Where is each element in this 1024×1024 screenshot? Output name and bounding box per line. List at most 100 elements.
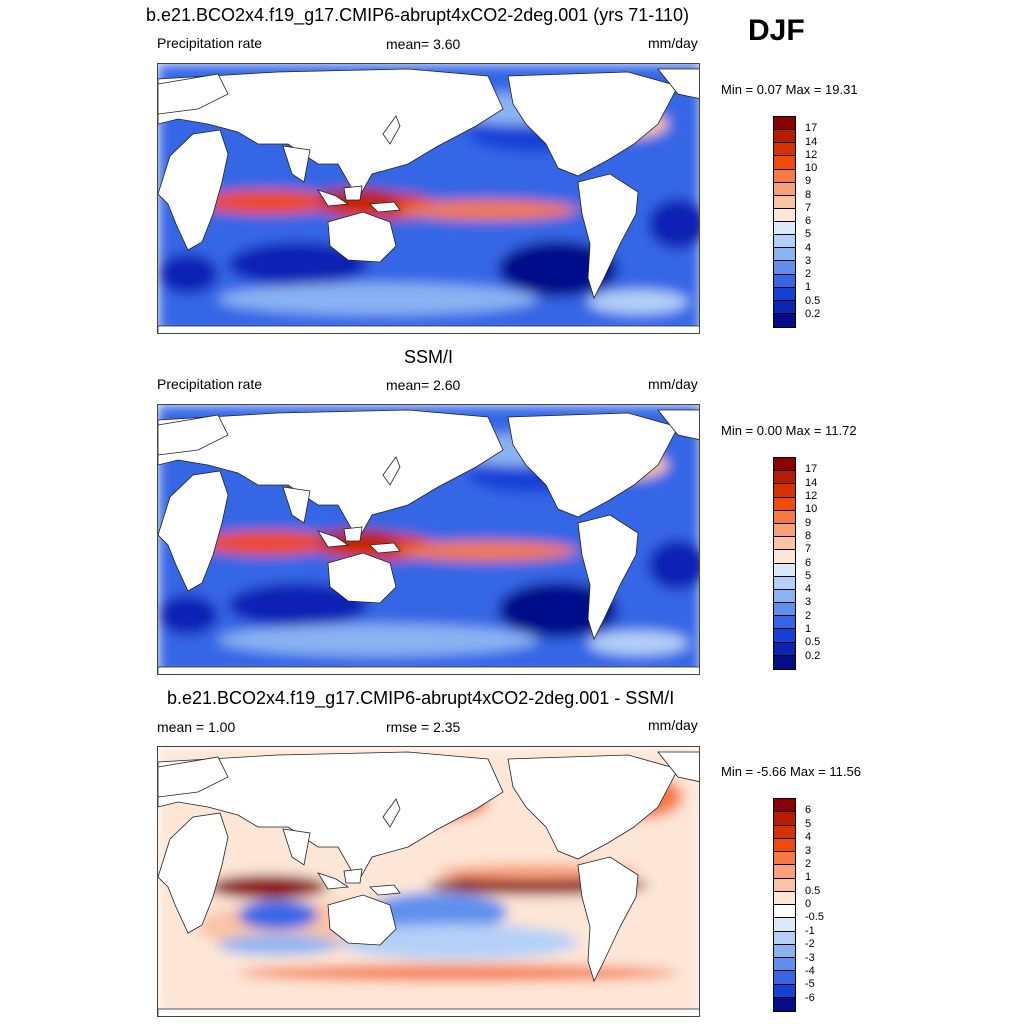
diff-map xyxy=(157,746,700,1017)
colorbar-tick-label: 2 xyxy=(805,609,812,622)
colorbar-tick-label: 4 xyxy=(805,241,812,254)
colorbar-swatch xyxy=(774,261,795,275)
colorbar-tick-label: 14 xyxy=(805,476,818,489)
left-label: Precipitation rate xyxy=(157,35,263,51)
colorbar-swatch xyxy=(774,497,795,511)
colorbar-tick-label: -4 xyxy=(805,964,815,977)
units-label: mm/day xyxy=(648,376,698,392)
colorbar-tick-label: 0.5 xyxy=(805,294,821,307)
season-label: DJF xyxy=(748,14,805,47)
colorbar-swatch xyxy=(774,918,795,932)
colorbar-swatch xyxy=(774,143,795,157)
colorbar-swatch xyxy=(774,117,795,131)
precip-map xyxy=(157,404,700,675)
colorbar-swatch xyxy=(774,852,795,866)
colorbar-swatch xyxy=(774,313,795,327)
colorbar-tick-label: 8 xyxy=(805,188,812,201)
colorbar-tick-label: 17 xyxy=(805,463,818,476)
colorbar-tick-label: 0.2 xyxy=(805,649,821,662)
colorbar-tick-label: 0.5 xyxy=(805,884,821,897)
mean-label: mean = 1.00 xyxy=(157,719,236,735)
colorbar-swatch xyxy=(774,550,795,564)
colorbar-swatch xyxy=(774,984,795,998)
colorbar-tick-label: 17 xyxy=(805,122,818,135)
colorbar-swatch xyxy=(774,208,795,222)
colorbar-swatch xyxy=(774,563,795,577)
colorbar-tick-label: 0.2 xyxy=(805,307,821,320)
colorbar-tick-label: 1 xyxy=(805,871,812,884)
colorbar-swatch xyxy=(774,616,795,630)
colorbar-swatch xyxy=(774,156,795,170)
colorbar-tick-label: 12 xyxy=(805,148,818,161)
mean-label: mean= 3.60 xyxy=(386,36,461,52)
colorbar-tick-label: 9 xyxy=(805,175,812,188)
colorbar-tick-label: 9 xyxy=(805,516,812,529)
colorbar-swatch xyxy=(774,931,795,945)
colorbar-tick-label: 1 xyxy=(805,623,812,636)
colorbar-swatch xyxy=(774,629,795,643)
colorbar-tick-label: 6 xyxy=(805,556,812,569)
colorbar-swatch xyxy=(774,537,795,551)
colorbar-swatch xyxy=(774,235,795,249)
colorbar-swatch xyxy=(774,222,795,236)
panel-title: SSM/I xyxy=(404,347,454,367)
colorbar-tick-label: -1 xyxy=(805,924,815,937)
colorbar-tick-label: 7 xyxy=(805,543,812,556)
colorbar-swatch xyxy=(774,484,795,498)
colorbar-swatch xyxy=(774,576,795,590)
colorbar-tick-label: 8 xyxy=(805,529,812,542)
colorbar-swatch xyxy=(774,958,795,972)
units-label: mm/day xyxy=(648,717,698,733)
colorbar-tick-label: 2 xyxy=(805,857,812,870)
colorbar-swatch xyxy=(774,838,795,852)
min-max-label: Min = 0.07 Max = 19.31 xyxy=(721,82,858,97)
colorbar-tick-label: 4 xyxy=(805,831,812,844)
colorbar xyxy=(773,116,796,328)
colorbar-tick-label: 10 xyxy=(805,503,818,516)
colorbar-swatch xyxy=(774,195,795,209)
colorbar-swatch xyxy=(774,905,795,919)
colorbar-tick-label: 10 xyxy=(805,162,818,174)
colorbar xyxy=(773,457,796,670)
colorbar-swatch xyxy=(774,458,795,472)
colorbar-tick-label: -0.5 xyxy=(805,911,824,924)
colorbar-tick-label: 5 xyxy=(805,569,812,582)
left-label: Precipitation rate xyxy=(157,376,263,392)
mean-label: mean= 2.60 xyxy=(386,377,461,393)
rmse-label: rmse = 2.35 xyxy=(386,719,461,735)
colorbar-swatch xyxy=(774,891,795,905)
colorbar-tick-label: 6 xyxy=(805,215,812,227)
colorbar-swatch xyxy=(774,603,795,617)
colorbar xyxy=(773,798,796,1012)
colorbar-swatch xyxy=(774,523,795,538)
colorbar-tick-label: 1 xyxy=(805,281,812,294)
panel-title: b.e21.BCO2x4.f19_g17.CMIP6-abrupt4xCO2-2… xyxy=(167,688,675,708)
colorbar-swatch xyxy=(774,944,795,958)
colorbar-swatch xyxy=(774,655,795,669)
colorbar-tick-label: -2 xyxy=(805,938,815,951)
panel-title: b.e21.BCO2x4.f19_g17.CMIP6-abrupt4xCO2-2… xyxy=(146,5,689,25)
colorbar-swatch xyxy=(774,471,795,485)
colorbar-swatch xyxy=(774,130,795,144)
colorbar-swatch xyxy=(774,182,795,196)
colorbar-tick-label: 5 xyxy=(805,228,812,241)
min-max-label: Min = 0.00 Max = 11.72 xyxy=(721,423,857,438)
colorbar-tick-label: 2 xyxy=(805,268,812,280)
colorbar-tick-label: 4 xyxy=(805,583,812,596)
colorbar-swatch xyxy=(774,997,795,1011)
colorbar-swatch xyxy=(774,799,795,813)
colorbar-tick-label: 6 xyxy=(805,804,812,817)
colorbar-swatch xyxy=(774,971,795,985)
colorbar-swatch xyxy=(774,287,795,301)
colorbar-tick-label: 3 xyxy=(805,596,812,609)
colorbar-tick-label: 12 xyxy=(805,489,818,502)
colorbar-tick-label: 3 xyxy=(805,254,812,267)
colorbar-tick-label: 14 xyxy=(805,135,818,148)
colorbar-swatch xyxy=(774,169,795,183)
colorbar-swatch xyxy=(774,248,795,262)
colorbar-tick-label: -6 xyxy=(805,991,815,1004)
colorbar-tick-label: -5 xyxy=(805,978,815,991)
colorbar-tick-label: 3 xyxy=(805,844,812,857)
units-label: mm/day xyxy=(648,35,698,51)
colorbar-swatch xyxy=(774,589,795,604)
